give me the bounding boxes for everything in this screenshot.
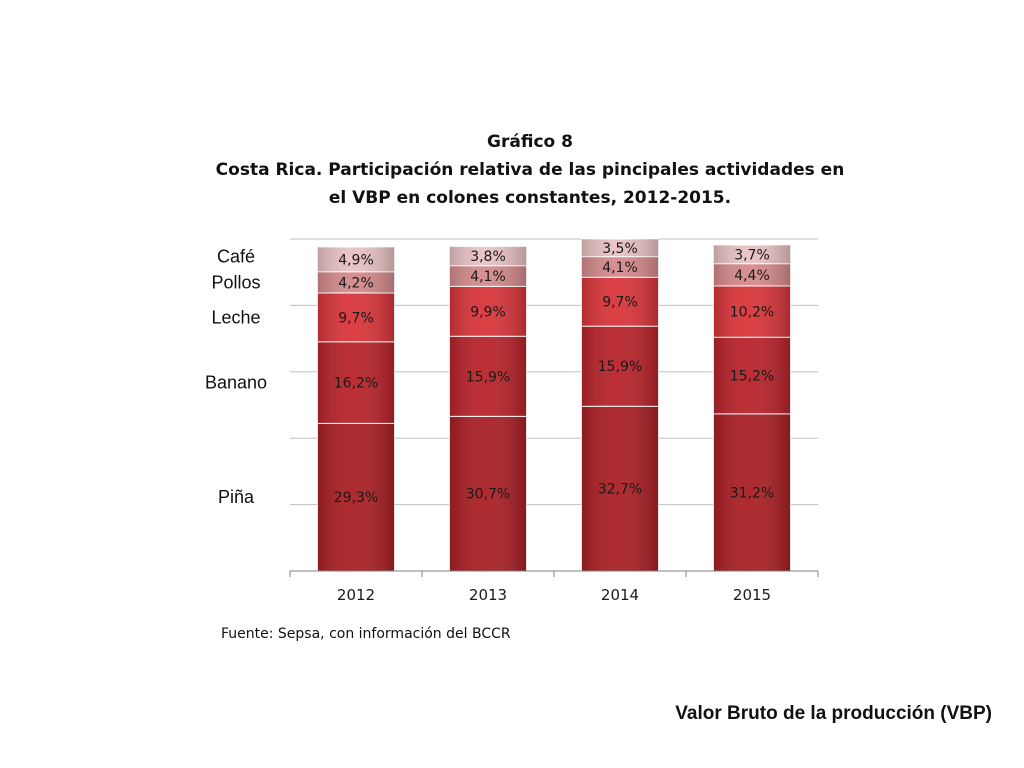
bar-segment-shade: [317, 271, 395, 293]
legend-label: Piña: [218, 487, 255, 507]
data-label: 4,2%: [338, 275, 374, 291]
chart-title: Gráfico 8: [487, 132, 573, 152]
bar-segment-shade: [713, 337, 791, 414]
data-label: 15,9%: [466, 369, 510, 385]
legend-label: Café: [217, 246, 255, 266]
data-label: 3,7%: [734, 247, 770, 263]
bar-segment-shade: [317, 292, 395, 342]
chart-subtitle-line-2: el VBP en colones constantes, 2012-2015.: [328, 188, 732, 208]
x-tick-label: 2012: [337, 586, 375, 604]
data-label: 29,3%: [334, 490, 378, 506]
bar-segment-shade: [317, 423, 395, 571]
data-label: 4,9%: [338, 252, 374, 268]
footer-label: Valor Bruto de la producción (VBP): [675, 703, 992, 724]
bar-segment-shade: [581, 326, 659, 407]
data-label: 3,8%: [470, 249, 506, 265]
data-label: 3,5%: [602, 241, 638, 257]
data-label: 4,1%: [470, 269, 506, 285]
legend-label: Banano: [205, 373, 267, 393]
data-labels: 29,3% 16,2% 9,7% 4,2% 4,9% 30,7% 15,9% 9,9% 4,1%…: [334, 241, 774, 506]
bar-segment-shade: [581, 239, 659, 257]
data-label: 16,2%: [334, 376, 378, 392]
bar-segment-shade: [449, 416, 527, 571]
legend-label: Pollos: [211, 272, 260, 292]
data-label: 9,7%: [602, 295, 638, 311]
bar-segment-shade: [317, 247, 395, 272]
bar-segment-shade: [713, 285, 791, 338]
chart-title-block: Gráfico 8 Costa Rica. Participación rela…: [180, 128, 880, 212]
legend-label: Leche: [211, 307, 260, 327]
source-note: Fuente: Sepsa, con información del BCCR: [221, 626, 511, 642]
data-label: 30,7%: [466, 487, 510, 503]
bar-segment-shade: [317, 341, 395, 424]
bar-segment-shade: [449, 265, 527, 287]
bar-segment-shade: [713, 413, 791, 571]
x-tick-label: 2013: [469, 586, 507, 604]
chart-subtitle-line-1: Costa Rica. Participación relativa de la…: [215, 160, 845, 180]
x-tick-label: 2015: [733, 586, 771, 604]
data-label: 32,7%: [598, 482, 642, 498]
bar-segment-shade: [581, 406, 659, 571]
data-label: 15,2%: [730, 369, 774, 385]
bar-segment-shade: [581, 277, 659, 327]
data-label: 9,9%: [470, 304, 506, 320]
data-label: 15,9%: [598, 359, 642, 375]
bar-segment-shade: [713, 263, 791, 286]
data-label: 9,7%: [338, 310, 374, 326]
bar-segment-shade: [581, 256, 659, 278]
data-label: 4,1%: [602, 260, 638, 276]
data-label: 31,2%: [730, 485, 774, 501]
data-label: 4,4%: [734, 268, 770, 284]
bar-segment-shade: [449, 286, 527, 337]
bar-segment-shade: [713, 245, 791, 264]
x-axis: 2012 2013 2014 2015: [289, 570, 819, 604]
bar-segment-shade: [449, 336, 527, 417]
data-label: 10,2%: [730, 305, 774, 321]
bars: [317, 238, 791, 572]
x-tick-label: 2014: [601, 586, 639, 604]
series-legend: Piña Banano Leche Pollos Café: [205, 246, 267, 507]
bar-segment-shade: [449, 246, 527, 266]
